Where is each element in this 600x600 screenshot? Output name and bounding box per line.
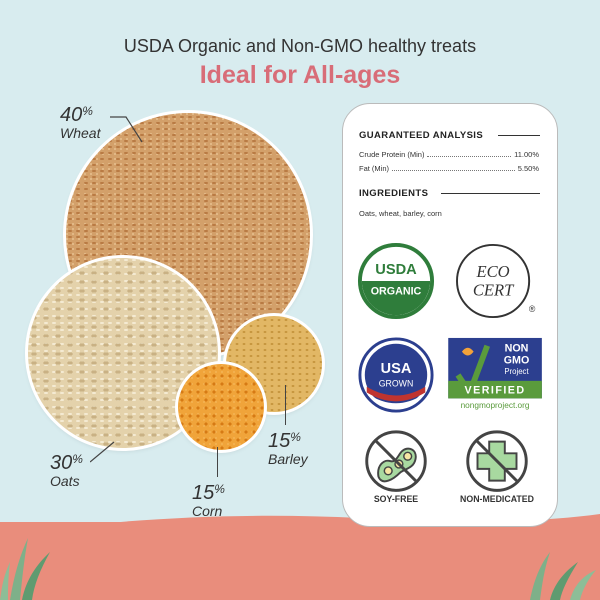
- dotted-leader: [392, 164, 515, 171]
- wheat-leader: [110, 116, 143, 143]
- corn-percent: 15: [192, 482, 215, 504]
- usa-grown-icon: USA GROWN: [358, 337, 434, 413]
- non-gmo-line2: GMO: [504, 354, 530, 366]
- barley-percent-sign: %: [290, 430, 301, 444]
- analysis-value: 11.00%: [514, 150, 539, 159]
- ecocert-line2: CERT: [473, 281, 515, 300]
- ingredients-text: Oats, wheat, barley, corn: [359, 209, 442, 218]
- usa-grown-top-text: USA: [381, 361, 412, 377]
- corn-image: [178, 364, 264, 450]
- oats-name: Oats: [50, 473, 80, 489]
- corn-leader: [217, 447, 219, 477]
- non-gmo-line3: Project: [504, 367, 529, 376]
- ecocert-reg: ®: [529, 304, 536, 314]
- wheat-percent: 40: [60, 104, 83, 126]
- analysis-row: Crude Protein (Min) 11.00%: [359, 150, 539, 159]
- non-gmo-url: nongmoproject.org: [461, 401, 530, 410]
- ingredients-title: INGREDIENTS: [359, 188, 429, 199]
- usda-bottom-text: ORGANIC: [371, 286, 422, 298]
- barley-percent: 15: [268, 430, 291, 452]
- soy-free-text: SOY-FREE: [374, 494, 418, 504]
- analysis-value: 5.50%: [517, 164, 539, 173]
- oats-percent: 30: [50, 452, 73, 474]
- header: USDA Organic and Non-GMO healthy treats …: [0, 36, 600, 90]
- barley-name: Barley: [268, 451, 308, 467]
- soy-free-icon: SOY-FREE: [365, 430, 427, 504]
- usda-top-text: USDA: [375, 262, 417, 278]
- ingredients-rule: [441, 193, 540, 194]
- corn-percent-sign: %: [214, 482, 225, 496]
- non-medicated-text: NON-MEDICATED: [460, 494, 534, 504]
- wheat-label: 40% Wheat: [60, 104, 100, 141]
- ecocert-icon: ECO CERT ®: [456, 243, 536, 319]
- header-title: Ideal for All-ages: [199, 61, 401, 89]
- oats-label: 30% Oats: [50, 452, 83, 489]
- dotted-leader: [427, 150, 512, 157]
- non-medicated-icon: NON-MEDICATED: [460, 430, 534, 504]
- analysis-label: Fat (Min): [359, 164, 389, 173]
- analysis-row: Fat (Min) 5.50%: [359, 164, 539, 173]
- ecocert-line1: ECO: [476, 262, 510, 281]
- analysis-title: GUARANTEED ANALYSIS: [359, 130, 484, 141]
- non-gmo-icon: NON GMO Project VERIFIED nongmoproject.o…: [448, 337, 542, 410]
- grass-right: [530, 552, 596, 600]
- barley-leader: [285, 385, 287, 425]
- oats-leader: [90, 441, 115, 463]
- oats-percent-sign: %: [72, 452, 83, 466]
- grass-left: [0, 538, 50, 600]
- analysis-rule: [498, 135, 540, 136]
- non-gmo-verified: VERIFIED: [464, 385, 525, 397]
- ground: [0, 522, 600, 600]
- info-panel: GUARANTEED ANALYSIS Crude Protein (Min) …: [342, 103, 558, 527]
- wheat-name: Wheat: [60, 125, 101, 141]
- barley-label: 15% Barley: [268, 430, 308, 467]
- usa-grown-bottom-text: GROWN: [379, 379, 414, 389]
- analysis-label: Crude Protein (Min): [359, 150, 425, 159]
- wheat-percent-sign: %: [82, 104, 93, 118]
- non-gmo-line1: NON: [505, 343, 529, 355]
- corn-name: Corn: [192, 503, 223, 519]
- header-subtitle: USDA Organic and Non-GMO healthy treats: [123, 36, 477, 56]
- usda-organic-icon: USDA ORGANIC: [357, 242, 435, 320]
- corn-label: 15% Corn: [192, 482, 225, 519]
